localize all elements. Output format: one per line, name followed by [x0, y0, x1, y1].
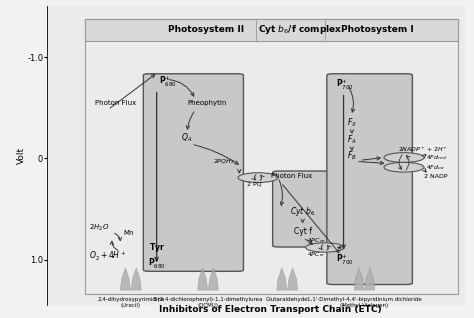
Polygon shape	[209, 268, 219, 290]
Text: Pheophytin: Pheophytin	[187, 100, 227, 106]
Text: $Q_A$: $Q_A$	[181, 132, 192, 144]
Circle shape	[384, 153, 424, 162]
Text: $F_A$: $F_A$	[347, 134, 357, 146]
Text: 2,4-dihydroxypyrimidine
(Uracil): 2,4-dihydroxypyrimidine (Uracil)	[97, 297, 164, 308]
Y-axis label: Volt: Volt	[17, 147, 26, 164]
Text: Glutaraldehyde: Glutaraldehyde	[266, 297, 309, 302]
Text: Mn: Mn	[124, 230, 134, 236]
Text: $2H_2O$: $2H_2O$	[89, 223, 109, 233]
Polygon shape	[131, 268, 141, 290]
Circle shape	[238, 173, 278, 183]
Text: $\mathbf{P}_{700}^{+}$: $\mathbf{P}_{700}^{+}$	[336, 252, 354, 267]
FancyBboxPatch shape	[327, 74, 412, 285]
Text: $4PC_{re}$: $4PC_{re}$	[307, 250, 326, 259]
Polygon shape	[120, 268, 130, 290]
Text: Cyt $b_6$/f complex: Cyt $b_6$/f complex	[257, 23, 342, 36]
Text: Photon Flux: Photon Flux	[95, 100, 137, 106]
Text: Photosystem I: Photosystem I	[340, 25, 413, 34]
Text: $\mathbf{P}_{680}^{+}$: $\mathbf{P}_{680}^{+}$	[159, 75, 177, 89]
Text: Inhibitors of Electron Transport Chain (ETC): Inhibitors of Electron Transport Chain (…	[159, 305, 382, 314]
Text: Photon Flux: Photon Flux	[272, 173, 313, 179]
Text: Photosystem II: Photosystem II	[168, 25, 244, 34]
Text: $4Fd_{red}$: $4Fd_{red}$	[426, 153, 447, 162]
Circle shape	[384, 162, 424, 172]
Text: $2PQH_2$: $2PQH_2$	[212, 157, 234, 166]
Text: $4Fd_{ox}$: $4Fd_{ox}$	[426, 163, 445, 172]
Text: 2 NADP: 2 NADP	[424, 174, 448, 179]
FancyBboxPatch shape	[143, 74, 244, 271]
Text: $F_B$: $F_B$	[347, 149, 357, 162]
Text: Cyt f: Cyt f	[294, 227, 312, 236]
Polygon shape	[354, 268, 364, 290]
Text: 3-(3,4-dichlorophenyl)-1,1-dimethylurea
(DCMU): 3-(3,4-dichlorophenyl)-1,1-dimethylurea …	[153, 297, 263, 308]
Text: $2NADP^++2H^+$: $2NADP^++2H^+$	[398, 145, 448, 154]
Text: $4PC_{ox}$: $4PC_{ox}$	[307, 237, 326, 245]
FancyBboxPatch shape	[85, 18, 458, 294]
Text: $\mathbf{Tyr}$: $\mathbf{Tyr}$	[149, 241, 164, 254]
Circle shape	[306, 243, 344, 252]
FancyBboxPatch shape	[273, 171, 333, 247]
Polygon shape	[198, 268, 208, 290]
Text: $O_2+4H^+$: $O_2+4H^+$	[89, 250, 127, 263]
Text: 2 PQ: 2 PQ	[246, 181, 261, 186]
Polygon shape	[365, 268, 375, 290]
Text: $\mathbf{P}_{700}^{+}$: $\mathbf{P}_{700}^{+}$	[336, 78, 354, 93]
Text: $Cyt\ b_6$: $Cyt\ b_6$	[290, 204, 315, 218]
Polygon shape	[288, 268, 298, 290]
Text: 1,1'-Dimethyl-4,4'-bipyridinium dichloride
(Methyl Viologen): 1,1'-Dimethyl-4,4'-bipyridinium dichlori…	[307, 297, 422, 308]
FancyBboxPatch shape	[85, 18, 458, 41]
Polygon shape	[277, 268, 287, 290]
Text: $\mathbf{P}_{680}^{+}$: $\mathbf{P}_{680}^{+}$	[148, 257, 165, 271]
Text: $F_X$: $F_X$	[347, 117, 357, 129]
